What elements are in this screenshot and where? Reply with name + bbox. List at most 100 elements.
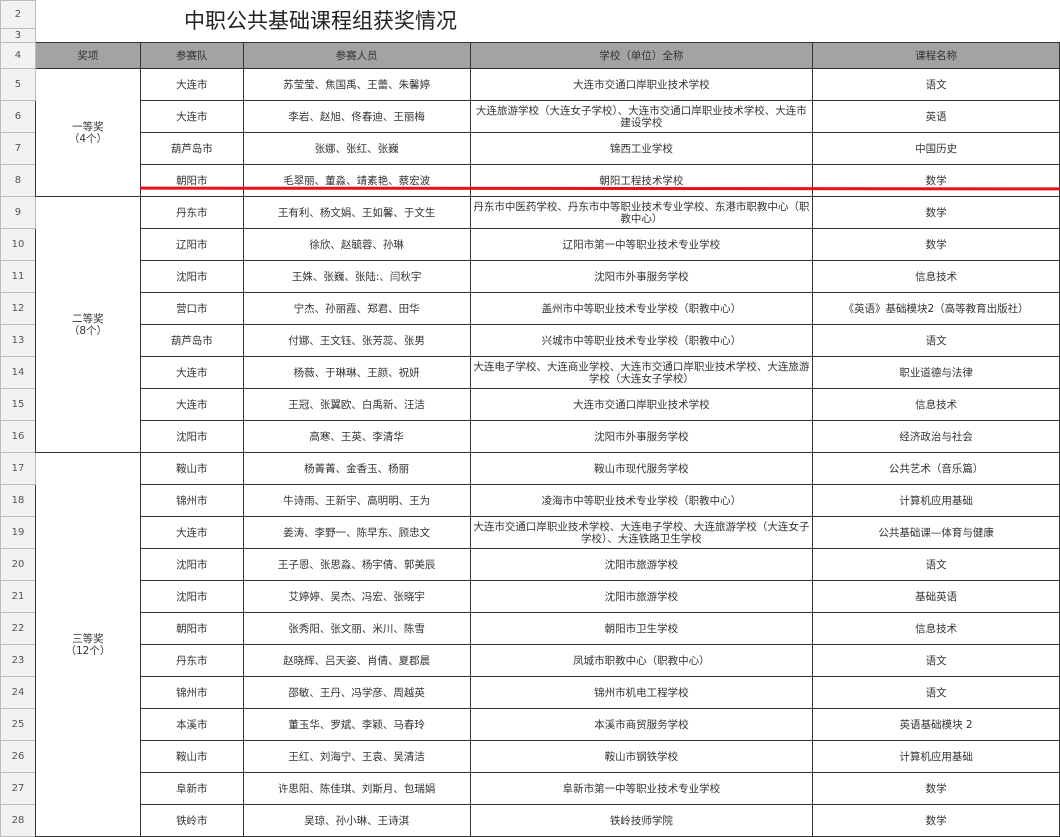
course-cell[interactable]: 计算机应用基础 <box>812 484 1060 517</box>
team-cell[interactable]: 大连市 <box>139 68 244 101</box>
row-number[interactable]: 3 <box>0 28 36 43</box>
members-cell[interactable]: 邵敏、王丹、冯学彦、周越英 <box>242 676 471 709</box>
row-number[interactable]: 13 <box>0 324 36 357</box>
course-cell[interactable]: 计算机应用基础 <box>812 740 1060 773</box>
school-cell[interactable]: 沈阳市旅游学校 <box>469 548 814 581</box>
header-award[interactable]: 奖项 <box>34 42 141 69</box>
school-cell[interactable]: 凌海市中等职业技术专业学校（职教中心） <box>469 484 814 517</box>
school-cell[interactable]: 锦西工业学校 <box>469 132 814 165</box>
row-number[interactable]: 8 <box>0 164 36 197</box>
team-cell[interactable]: 鞍山市 <box>139 452 244 485</box>
course-cell[interactable]: 公共艺术（音乐篇） <box>812 452 1060 485</box>
team-cell[interactable]: 锦州市 <box>139 676 244 709</box>
row-number[interactable]: 7 <box>0 132 36 165</box>
members-cell[interactable]: 张秀阳、张文丽、米川、陈雪 <box>242 612 471 645</box>
row-number[interactable]: 4 <box>0 42 36 69</box>
members-cell[interactable]: 张娜、张红、张巍 <box>242 132 471 165</box>
team-cell[interactable]: 葫芦岛市 <box>139 132 244 165</box>
award-cell[interactable]: 三等奖 （12个） <box>34 452 141 837</box>
row-number[interactable]: 6 <box>0 100 36 133</box>
school-cell[interactable]: 大连市交通口岸职业技术学校、大连电子学校、大连旅游学校（大连女子学校）、大连铁路… <box>469 516 814 549</box>
school-cell[interactable]: 盖州市中等职业技术专业学校（职教中心） <box>469 292 814 325</box>
school-cell[interactable]: 辽阳市第一中等职业技术专业学校 <box>469 228 814 261</box>
award-cell[interactable]: 一等奖 （4个） <box>34 68 141 197</box>
school-cell[interactable]: 鞍山市现代服务学校 <box>469 452 814 485</box>
course-cell[interactable]: 《英语》基础模块2（高等教育出版社） <box>812 292 1060 325</box>
members-cell[interactable]: 李岩、赵旭、佟春迪、王丽梅 <box>242 100 471 133</box>
school-cell[interactable]: 大连市交通口岸职业技术学校 <box>469 68 814 101</box>
members-cell[interactable]: 杨薇、于琳琳、王颜、祝妍 <box>242 356 471 389</box>
row-number[interactable]: 28 <box>0 804 36 837</box>
row-number[interactable]: 25 <box>0 708 36 741</box>
team-cell[interactable]: 大连市 <box>139 356 244 389</box>
members-cell[interactable]: 王红、刘海宁、王袁、吴清洁 <box>242 740 471 773</box>
members-cell[interactable]: 董玉华、罗斌、李颖、马春玲 <box>242 708 471 741</box>
members-cell[interactable]: 王子恩、张思淼、杨宇倩、郭美辰 <box>242 548 471 581</box>
team-cell[interactable]: 大连市 <box>139 388 244 421</box>
school-cell[interactable]: 沈阳市外事服务学校 <box>469 260 814 293</box>
course-cell[interactable]: 语文 <box>812 676 1060 709</box>
award-cell[interactable]: 二等奖 （8个） <box>34 196 141 453</box>
row-number[interactable]: 10 <box>0 228 36 261</box>
course-cell[interactable]: 经济政治与社会 <box>812 420 1060 453</box>
school-cell[interactable]: 大连市交通口岸职业技术学校 <box>469 388 814 421</box>
school-cell[interactable]: 兴城市中等职业技术专业学校（职教中心） <box>469 324 814 357</box>
members-cell[interactable]: 杨菁菁、金香玉、杨丽 <box>242 452 471 485</box>
members-cell[interactable]: 姜涛、李野一、陈早东、顾忠文 <box>242 516 471 549</box>
members-cell[interactable]: 吴琼、孙小琳、王诗淇 <box>242 804 471 837</box>
school-cell[interactable]: 鞍山市钢铁学校 <box>469 740 814 773</box>
row-number[interactable]: 19 <box>0 516 36 549</box>
row-number[interactable]: 23 <box>0 644 36 677</box>
members-cell[interactable]: 苏莹莹、焦国禹、王蕾、朱馨婷 <box>242 68 471 101</box>
members-cell[interactable]: 艾婷婷、吴杰、冯宏、张晓宇 <box>242 580 471 613</box>
team-cell[interactable]: 朝阳市 <box>139 612 244 645</box>
course-cell[interactable]: 数学 <box>812 164 1060 197</box>
course-cell[interactable]: 职业道德与法律 <box>812 356 1060 389</box>
row-number[interactable]: 5 <box>0 68 36 101</box>
course-cell[interactable]: 信息技术 <box>812 388 1060 421</box>
row-number[interactable]: 2 <box>0 0 36 29</box>
school-cell[interactable]: 本溪市商贸服务学校 <box>469 708 814 741</box>
team-cell[interactable]: 大连市 <box>139 516 244 549</box>
team-cell[interactable]: 丹东市 <box>139 196 244 229</box>
members-cell[interactable]: 王冠、张翼欧、白禹新、汪洁 <box>242 388 471 421</box>
members-cell[interactable]: 牛诗雨、王新宇、高明明、王为 <box>242 484 471 517</box>
row-number[interactable]: 15 <box>0 388 36 421</box>
row-number[interactable]: 27 <box>0 772 36 805</box>
members-cell[interactable]: 高寒、王英、李清华 <box>242 420 471 453</box>
team-cell[interactable]: 大连市 <box>139 100 244 133</box>
team-cell[interactable]: 沈阳市 <box>139 260 244 293</box>
school-cell[interactable]: 沈阳市旅游学校 <box>469 580 814 613</box>
course-cell[interactable]: 中国历史 <box>812 132 1060 165</box>
members-cell[interactable]: 赵晓辉、吕天姿、肖倩、夏郡晨 <box>242 644 471 677</box>
course-cell[interactable]: 数学 <box>812 196 1060 229</box>
school-cell[interactable]: 锦州市机电工程学校 <box>469 676 814 709</box>
members-cell[interactable]: 付娜、王文钰、张芳蕊、张男 <box>242 324 471 357</box>
school-cell[interactable]: 铁岭技师学院 <box>469 804 814 837</box>
team-cell[interactable]: 营口市 <box>139 292 244 325</box>
header-members[interactable]: 参赛人员 <box>242 42 471 69</box>
course-cell[interactable]: 英语基础模块 2 <box>812 708 1060 741</box>
team-cell[interactable]: 丹东市 <box>139 644 244 677</box>
course-cell[interactable]: 语文 <box>812 324 1060 357</box>
school-cell[interactable]: 阜新市第一中等职业技术专业学校 <box>469 772 814 805</box>
school-cell[interactable]: 大连电子学校、大连商业学校、大连市交通口岸职业技术学校、大连旅游学校（大连女子学… <box>469 356 814 389</box>
row-number[interactable]: 11 <box>0 260 36 293</box>
team-cell[interactable]: 朝阳市 <box>139 164 244 197</box>
row-number[interactable]: 16 <box>0 420 36 453</box>
team-cell[interactable]: 鞍山市 <box>139 740 244 773</box>
members-cell[interactable]: 王姝、张巍、张陆:、闫秋宇 <box>242 260 471 293</box>
school-cell[interactable]: 丹东市中医药学校、丹东市中等职业技术专业学校、东港市职教中心（职教中心） <box>469 196 814 229</box>
row-number[interactable]: 20 <box>0 548 36 581</box>
team-cell[interactable]: 沈阳市 <box>139 580 244 613</box>
course-cell[interactable]: 数学 <box>812 228 1060 261</box>
team-cell[interactable]: 葫芦岛市 <box>139 324 244 357</box>
row-number[interactable]: 22 <box>0 612 36 645</box>
course-cell[interactable]: 英语 <box>812 100 1060 133</box>
header-course[interactable]: 课程名称 <box>812 42 1060 69</box>
row-number[interactable]: 24 <box>0 676 36 709</box>
team-cell[interactable]: 铁岭市 <box>139 804 244 837</box>
header-team[interactable]: 参赛队 <box>139 42 244 69</box>
course-cell[interactable]: 信息技术 <box>812 612 1060 645</box>
row-number[interactable]: 18 <box>0 484 36 517</box>
